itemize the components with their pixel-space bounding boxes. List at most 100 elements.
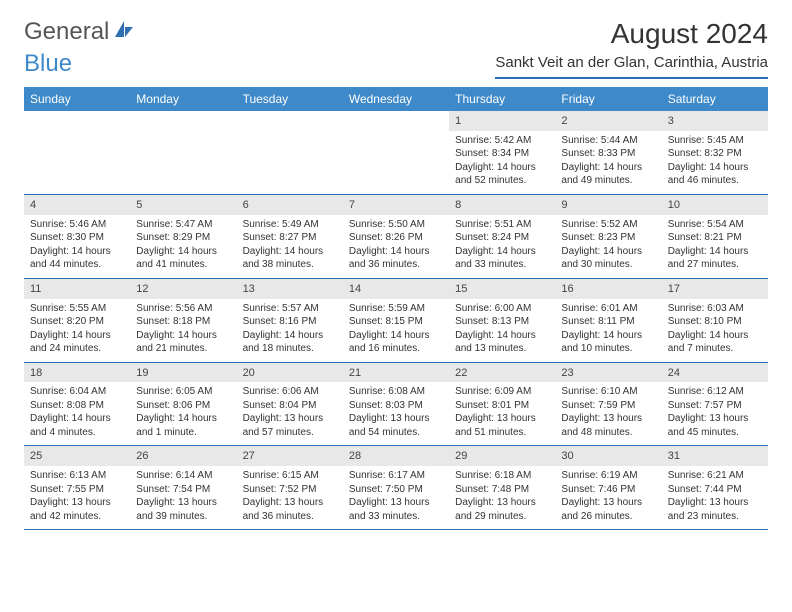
sunset-text: Sunset: 8:06 PM (136, 399, 230, 413)
daylight-text-2: and 30 minutes. (561, 258, 655, 272)
day-cell: 13Sunrise: 5:57 AMSunset: 8:16 PMDayligh… (237, 279, 343, 362)
daylight-text-2: and 54 minutes. (349, 426, 443, 440)
day-cell: 10Sunrise: 5:54 AMSunset: 8:21 PMDayligh… (662, 195, 768, 278)
daylight-text-1: Daylight: 13 hours (136, 496, 230, 510)
day-number: 18 (24, 363, 130, 383)
calendar: Sunday Monday Tuesday Wednesday Thursday… (24, 87, 768, 530)
sunset-text: Sunset: 8:24 PM (455, 231, 549, 245)
day-number: 6 (237, 195, 343, 215)
logo: General (24, 18, 135, 46)
sunrise-text: Sunrise: 6:03 AM (668, 302, 762, 316)
day-number: 17 (662, 279, 768, 299)
day-number (343, 111, 449, 131)
daylight-text-1: Daylight: 14 hours (136, 329, 230, 343)
location-text: Sankt Veit an der Glan, Carinthia, Austr… (495, 54, 768, 79)
day-cell: 19Sunrise: 6:05 AMSunset: 8:06 PMDayligh… (130, 363, 236, 446)
sunrise-text: Sunrise: 5:46 AM (30, 218, 124, 232)
sunrise-text: Sunrise: 6:10 AM (561, 385, 655, 399)
day-number (237, 111, 343, 131)
day-content: Sunrise: 5:50 AMSunset: 8:26 PMDaylight:… (343, 215, 449, 278)
day-cell (130, 111, 236, 194)
sunset-text: Sunset: 8:29 PM (136, 231, 230, 245)
week-row: 25Sunrise: 6:13 AMSunset: 7:55 PMDayligh… (24, 446, 768, 530)
day-cell (343, 111, 449, 194)
day-number: 24 (662, 363, 768, 383)
day-number: 11 (24, 279, 130, 299)
day-content: Sunrise: 6:19 AMSunset: 7:46 PMDaylight:… (555, 466, 661, 529)
day-number: 21 (343, 363, 449, 383)
day-number: 4 (24, 195, 130, 215)
sunrise-text: Sunrise: 5:51 AM (455, 218, 549, 232)
day-number: 7 (343, 195, 449, 215)
sunset-text: Sunset: 8:15 PM (349, 315, 443, 329)
daylight-text-2: and 44 minutes. (30, 258, 124, 272)
sunrise-text: Sunrise: 6:19 AM (561, 469, 655, 483)
day-number: 3 (662, 111, 768, 131)
day-header-sun: Sunday (24, 87, 130, 111)
daylight-text-2: and 45 minutes. (668, 426, 762, 440)
sunset-text: Sunset: 8:21 PM (668, 231, 762, 245)
sunset-text: Sunset: 8:08 PM (30, 399, 124, 413)
daylight-text-1: Daylight: 14 hours (30, 245, 124, 259)
day-header-sat: Saturday (662, 87, 768, 111)
sunset-text: Sunset: 7:54 PM (136, 483, 230, 497)
day-content: Sunrise: 5:55 AMSunset: 8:20 PMDaylight:… (24, 299, 130, 362)
day-content: Sunrise: 6:08 AMSunset: 8:03 PMDaylight:… (343, 382, 449, 445)
day-cell: 15Sunrise: 6:00 AMSunset: 8:13 PMDayligh… (449, 279, 555, 362)
day-cell: 24Sunrise: 6:12 AMSunset: 7:57 PMDayligh… (662, 363, 768, 446)
daylight-text-1: Daylight: 14 hours (668, 329, 762, 343)
daylight-text-2: and 21 minutes. (136, 342, 230, 356)
day-cell: 11Sunrise: 5:55 AMSunset: 8:20 PMDayligh… (24, 279, 130, 362)
day-cell: 9Sunrise: 5:52 AMSunset: 8:23 PMDaylight… (555, 195, 661, 278)
sunset-text: Sunset: 8:11 PM (561, 315, 655, 329)
sunrise-text: Sunrise: 6:13 AM (30, 469, 124, 483)
daylight-text-2: and 51 minutes. (455, 426, 549, 440)
sunset-text: Sunset: 8:03 PM (349, 399, 443, 413)
daylight-text-1: Daylight: 14 hours (561, 245, 655, 259)
sunrise-text: Sunrise: 5:52 AM (561, 218, 655, 232)
sunrise-text: Sunrise: 6:00 AM (455, 302, 549, 316)
day-number: 29 (449, 446, 555, 466)
day-number: 12 (130, 279, 236, 299)
day-number: 20 (237, 363, 343, 383)
week-row: 11Sunrise: 5:55 AMSunset: 8:20 PMDayligh… (24, 279, 768, 363)
day-header-mon: Monday (130, 87, 236, 111)
daylight-text-2: and 10 minutes. (561, 342, 655, 356)
day-cell: 1Sunrise: 5:42 AMSunset: 8:34 PMDaylight… (449, 111, 555, 194)
daylight-text-2: and 42 minutes. (30, 510, 124, 524)
day-content: Sunrise: 6:13 AMSunset: 7:55 PMDaylight:… (24, 466, 130, 529)
day-content: Sunrise: 6:21 AMSunset: 7:44 PMDaylight:… (662, 466, 768, 529)
week-row: 1Sunrise: 5:42 AMSunset: 8:34 PMDaylight… (24, 111, 768, 195)
sunrise-text: Sunrise: 5:47 AM (136, 218, 230, 232)
daylight-text-1: Daylight: 13 hours (455, 412, 549, 426)
sunrise-text: Sunrise: 6:08 AM (349, 385, 443, 399)
sunset-text: Sunset: 8:01 PM (455, 399, 549, 413)
day-cell: 7Sunrise: 5:50 AMSunset: 8:26 PMDaylight… (343, 195, 449, 278)
day-number: 28 (343, 446, 449, 466)
sunrise-text: Sunrise: 5:54 AM (668, 218, 762, 232)
day-content: Sunrise: 6:17 AMSunset: 7:50 PMDaylight:… (343, 466, 449, 529)
day-cell: 20Sunrise: 6:06 AMSunset: 8:04 PMDayligh… (237, 363, 343, 446)
day-header-wed: Wednesday (343, 87, 449, 111)
daylight-text-1: Daylight: 14 hours (243, 329, 337, 343)
day-number: 26 (130, 446, 236, 466)
daylight-text-2: and 13 minutes. (455, 342, 549, 356)
day-number: 30 (555, 446, 661, 466)
daylight-text-1: Daylight: 13 hours (455, 496, 549, 510)
day-cell: 8Sunrise: 5:51 AMSunset: 8:24 PMDaylight… (449, 195, 555, 278)
day-number: 13 (237, 279, 343, 299)
day-cell: 22Sunrise: 6:09 AMSunset: 8:01 PMDayligh… (449, 363, 555, 446)
sunrise-text: Sunrise: 6:04 AM (30, 385, 124, 399)
day-content: Sunrise: 5:52 AMSunset: 8:23 PMDaylight:… (555, 215, 661, 278)
day-number: 14 (343, 279, 449, 299)
day-content (130, 131, 236, 140)
day-content: Sunrise: 5:56 AMSunset: 8:18 PMDaylight:… (130, 299, 236, 362)
sunrise-text: Sunrise: 5:55 AM (30, 302, 124, 316)
sunset-text: Sunset: 8:33 PM (561, 147, 655, 161)
week-row: 18Sunrise: 6:04 AMSunset: 8:08 PMDayligh… (24, 363, 768, 447)
day-number: 16 (555, 279, 661, 299)
day-content: Sunrise: 6:04 AMSunset: 8:08 PMDaylight:… (24, 382, 130, 445)
daylight-text-1: Daylight: 13 hours (30, 496, 124, 510)
day-content: Sunrise: 6:09 AMSunset: 8:01 PMDaylight:… (449, 382, 555, 445)
daylight-text-1: Daylight: 14 hours (561, 329, 655, 343)
